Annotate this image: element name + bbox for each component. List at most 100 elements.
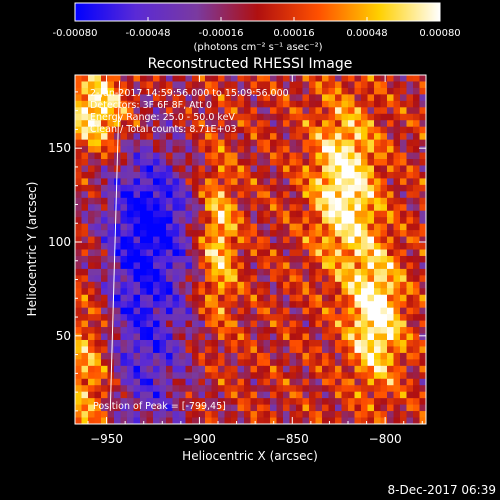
heatmap-cell: [374, 372, 381, 380]
heatmap-cell: [107, 210, 115, 218]
heatmap-cell: [94, 100, 102, 108]
heatmap-cell: [198, 243, 206, 250]
heatmap-cell: [224, 275, 232, 283]
heatmap-cell: [133, 133, 141, 141]
heatmap-cell: [88, 159, 95, 166]
heatmap-cell: [172, 327, 180, 334]
heatmap-cell: [387, 262, 394, 270]
heatmap-cell: [374, 314, 381, 321]
heatmap-cell: [374, 339, 381, 347]
heatmap-cell: [88, 352, 95, 360]
heatmap-cell: [387, 159, 394, 166]
heatmap-cell: [341, 126, 349, 134]
heatmap-cell: [231, 327, 238, 334]
heatmap-cell: [406, 113, 414, 121]
heatmap-cell: [419, 120, 426, 128]
heatmap-cell: [406, 307, 414, 315]
heatmap-cell: [283, 152, 290, 160]
heatmap-cell: [159, 126, 167, 134]
heatmap-cell: [185, 191, 193, 199]
heatmap-cell: [309, 217, 316, 225]
heatmap-cell: [140, 165, 147, 173]
heatmap-cell: [283, 417, 290, 424]
heatmap-cell: [393, 146, 401, 153]
heatmap-cell: [354, 152, 362, 160]
heatmap-cell: [211, 404, 219, 412]
heatmap-cell: [185, 288, 193, 296]
heatmap-cell: [75, 327, 82, 334]
heatmap-cell: [374, 385, 381, 393]
heatmap-cell: [159, 210, 167, 218]
heatmap-cell: [120, 404, 128, 412]
heatmap-cell: [400, 411, 407, 418]
heatmap-cell: [146, 268, 154, 276]
heatmap-cell: [101, 307, 108, 315]
heatmap-cell: [140, 391, 147, 399]
heatmap-cell: [231, 346, 238, 354]
heatmap-cell: [348, 204, 355, 212]
heatmap-cell: [335, 223, 342, 231]
heatmap-cell: [270, 307, 277, 315]
heatmap-cell: [192, 236, 199, 244]
heatmap-cell: [75, 146, 82, 153]
heatmap-cell: [81, 352, 89, 360]
heatmap-cell: [114, 113, 121, 121]
heatmap-cell: [263, 191, 271, 199]
heatmap-cell: [283, 301, 290, 309]
heatmap-cell: [302, 275, 310, 283]
heatmap-cell: [146, 314, 154, 321]
heatmap-cell: [348, 352, 355, 360]
heatmap-cell: [309, 87, 316, 95]
heatmap-cell: [270, 365, 277, 373]
heatmap-cell: [270, 391, 277, 399]
heatmap-cell: [263, 352, 271, 360]
heatmap-cell: [328, 87, 336, 95]
heatmap-cell: [270, 301, 277, 309]
heatmap-cell: [354, 197, 362, 205]
heatmap-cell: [205, 249, 212, 257]
heatmap-cell: [192, 191, 199, 199]
heatmap-cell: [367, 243, 375, 250]
heatmap-cell: [179, 411, 186, 418]
heatmap-cell: [296, 320, 303, 328]
heatmap-cell: [354, 139, 362, 147]
heatmap-cell: [413, 385, 420, 393]
heatmap-cell: [75, 352, 82, 360]
heatmap-cell: [348, 255, 355, 263]
heatmap-cell: [354, 133, 362, 141]
heatmap-cell: [179, 197, 186, 205]
heatmap-cell: [289, 236, 297, 244]
heatmap-cell: [413, 75, 420, 82]
heatmap-cell: [393, 243, 401, 250]
heatmap-cell: [107, 301, 115, 309]
heatmap-cell: [276, 314, 284, 321]
heatmap-cell: [185, 152, 193, 160]
heatmap-cell: [315, 333, 323, 341]
heatmap-cell: [205, 398, 212, 406]
heatmap-cell: [237, 139, 245, 147]
heatmap-cell: [263, 146, 271, 153]
heatmap-cell: [192, 243, 199, 250]
heatmap-cell: [374, 307, 381, 315]
heatmap-cell: [387, 75, 394, 82]
heatmap-cell: [159, 398, 167, 406]
heatmap-cell: [348, 378, 355, 386]
heatmap-cell: [380, 230, 388, 237]
heatmap-cell: [315, 171, 323, 179]
heatmap-cell: [322, 294, 329, 302]
heatmap-cell: [172, 184, 180, 192]
heatmap-cell: [81, 417, 89, 424]
heatmap-cell: [205, 217, 212, 225]
heatmap-cell: [166, 378, 173, 386]
heatmap-cell: [166, 197, 173, 205]
heatmap-cell: [335, 94, 342, 102]
heatmap-cell: [179, 87, 186, 95]
heatmap-cell: [322, 404, 329, 412]
heatmap-cell: [387, 275, 394, 283]
heatmap-cell: [114, 372, 121, 380]
heatmap-cell: [94, 139, 102, 147]
heatmap-cell: [107, 249, 115, 257]
heatmap-cell: [387, 81, 394, 89]
heatmap-cell: [172, 281, 180, 289]
heatmap-cell: [289, 249, 297, 257]
